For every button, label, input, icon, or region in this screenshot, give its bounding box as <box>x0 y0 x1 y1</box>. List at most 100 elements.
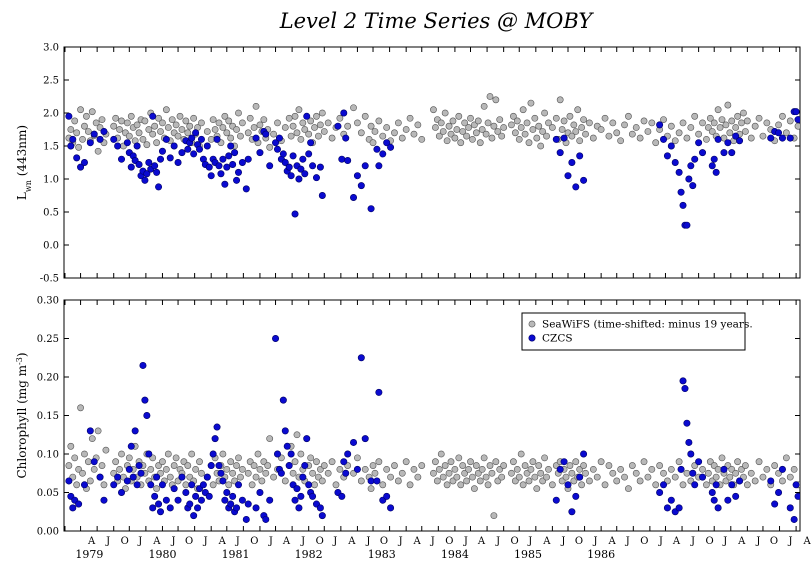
month-label: J <box>332 536 337 547</box>
year-label: 1981 <box>222 548 250 561</box>
seawifs-point <box>628 462 636 469</box>
seawifs-point <box>198 119 205 127</box>
czcs-point <box>272 334 280 342</box>
czcs-point <box>732 492 740 500</box>
legend: SeaWiFS (time-shifted: minus 19 years. CZ… <box>521 312 753 351</box>
seawifs-point <box>570 121 578 129</box>
seawifs-point <box>432 458 439 466</box>
czcs-point <box>675 168 683 176</box>
czcs-point <box>155 183 163 191</box>
czcs-point <box>217 469 225 477</box>
czcs-point <box>775 488 783 496</box>
seawifs-point <box>589 134 597 142</box>
seawifs-point <box>98 462 106 469</box>
czcs-point <box>221 496 229 504</box>
seawifs-point <box>84 458 92 466</box>
czcs-point <box>229 492 237 500</box>
czcs-point <box>312 174 320 182</box>
seawifs-point <box>747 469 755 477</box>
czcs-point <box>279 150 287 158</box>
czcs-point <box>182 488 190 496</box>
seawifs-point <box>116 465 123 473</box>
seawifs-point <box>379 132 387 140</box>
seawifs-point <box>387 473 394 481</box>
month-label: O <box>511 536 519 547</box>
seawifs-point <box>237 473 244 481</box>
seawifs-point <box>305 130 313 138</box>
seawifs-point <box>786 473 794 481</box>
czcs-point <box>792 108 800 116</box>
czcs-point <box>133 481 141 489</box>
y-tick-label: 0.20 <box>37 373 59 384</box>
seawifs-point <box>459 462 467 469</box>
czcs-point <box>361 435 369 443</box>
seawifs-point <box>258 477 266 485</box>
czcs-point <box>221 180 229 188</box>
seawifs-point <box>589 465 597 473</box>
seawifs-point <box>691 112 699 120</box>
czcs-point <box>213 135 221 143</box>
seawifs-point <box>315 132 322 140</box>
czcs-point <box>256 488 264 496</box>
czcs-point <box>687 162 695 170</box>
month-label: J <box>170 536 175 547</box>
seawifs-point <box>406 114 414 122</box>
seawifs-point <box>628 130 636 138</box>
seawifs-point <box>254 450 262 458</box>
seawifs-point <box>467 458 474 466</box>
seawifs-point <box>98 116 106 123</box>
seawifs-point <box>509 458 517 466</box>
seawifs-point <box>572 128 580 135</box>
czcs-point <box>65 112 73 120</box>
seawifs-point <box>566 462 574 469</box>
month-label: A <box>802 536 811 547</box>
czcs-point <box>564 481 572 489</box>
czcs-point <box>685 438 693 446</box>
seawifs-point <box>301 126 309 133</box>
seawifs-point <box>625 112 632 120</box>
czcs-point <box>350 438 358 446</box>
seawifs-point <box>755 458 763 466</box>
seawifs-point <box>274 119 281 127</box>
seawifs-point <box>233 462 240 469</box>
czcs-point <box>205 163 213 171</box>
y-tick-label: 1.0 <box>43 175 59 186</box>
month-label: A <box>282 536 291 547</box>
month-label: J <box>365 536 370 547</box>
czcs-point <box>203 473 211 481</box>
month-label: J <box>137 536 142 547</box>
czcs-point <box>75 500 83 508</box>
seawifs-point <box>734 458 742 466</box>
seawifs-point <box>295 106 303 114</box>
czcs-point <box>767 477 775 485</box>
seawifs-point <box>166 473 174 481</box>
seawifs-point <box>527 465 535 473</box>
czcs-point <box>675 504 683 512</box>
czcs-point <box>683 221 691 229</box>
seawifs-point <box>609 119 617 127</box>
seawifs-point <box>324 119 332 127</box>
seawifs-point <box>656 462 664 469</box>
seawifs-point <box>580 116 587 123</box>
czcs-point <box>131 427 139 435</box>
czcs-point <box>135 160 143 168</box>
seawifs-point <box>478 126 486 133</box>
seawifs-point <box>141 117 149 125</box>
seawifs-point <box>127 112 135 120</box>
czcs-point <box>305 150 313 158</box>
czcs-point <box>291 210 299 218</box>
seawifs-point <box>513 117 521 125</box>
czcs-point <box>227 500 235 508</box>
seawifs-point <box>153 139 161 147</box>
czcs-point <box>96 473 104 481</box>
czcs-point <box>86 139 94 147</box>
czcs-point <box>207 172 215 180</box>
seawifs-point <box>162 465 170 473</box>
seawifs-point <box>751 477 759 485</box>
seawifs-point <box>578 124 586 131</box>
czcs-point <box>100 496 108 504</box>
seawifs-point <box>196 458 203 466</box>
seawifs-point <box>229 469 237 477</box>
czcs-point <box>275 134 283 142</box>
